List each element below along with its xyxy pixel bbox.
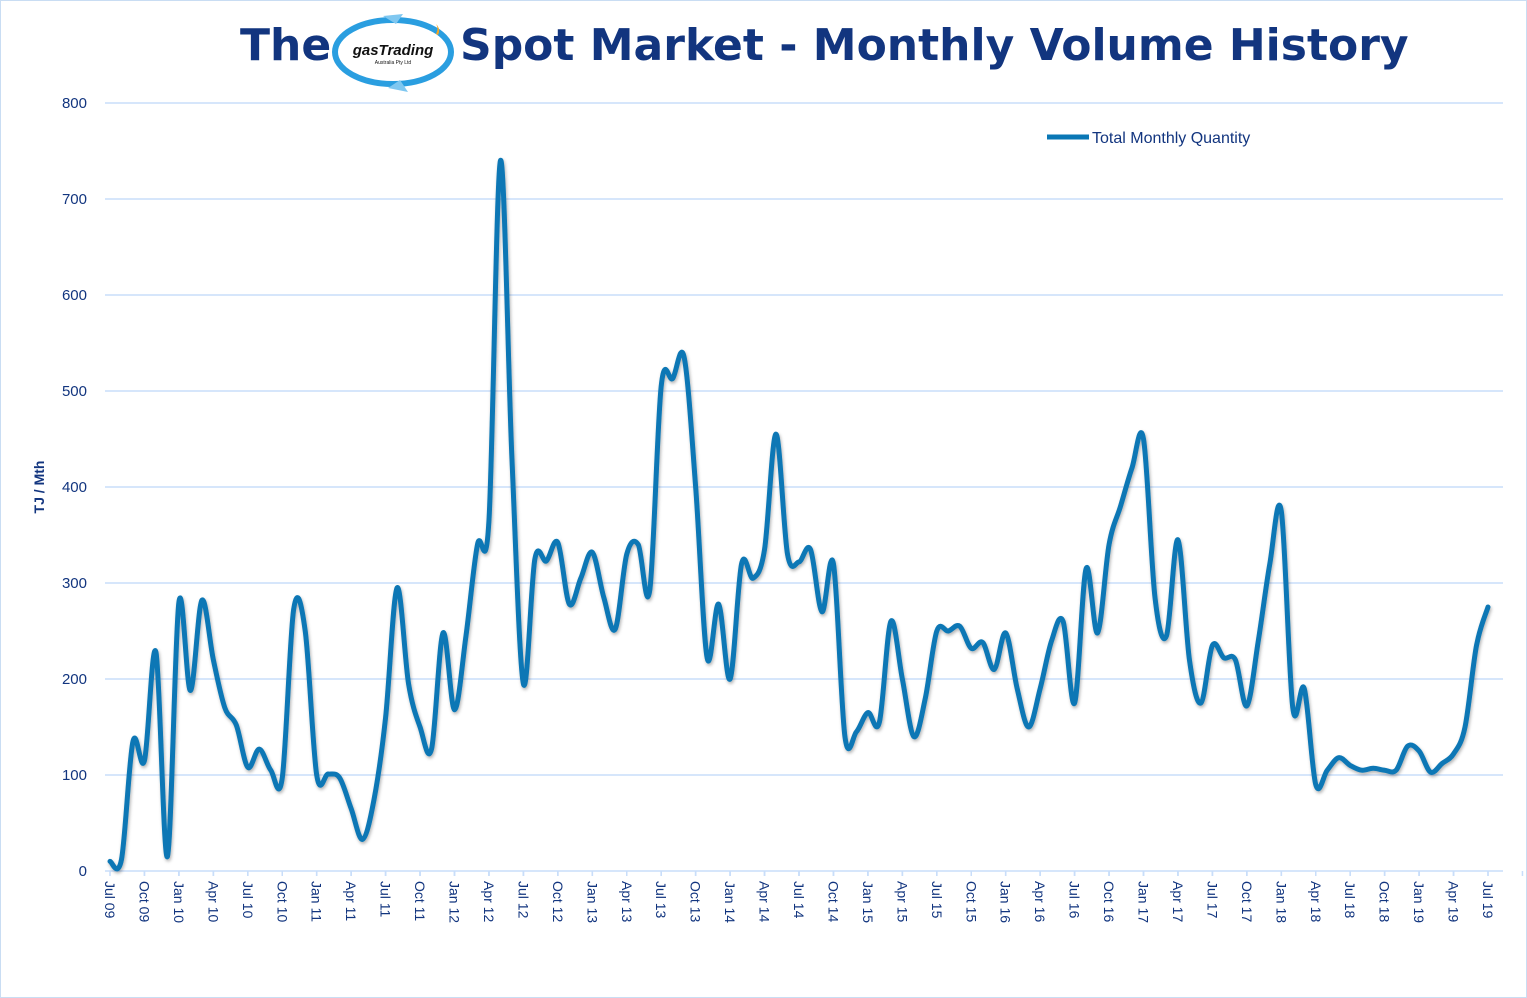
y-tick-label: 300: [62, 575, 87, 592]
x-tick-label: Apr 12: [481, 881, 497, 922]
x-tick-label: Jul 10: [240, 881, 256, 919]
y-tick-label: 0: [79, 863, 87, 880]
x-tick-label: Apr 18: [1308, 881, 1324, 922]
x-tick-label: Oct 17: [1239, 881, 1255, 922]
x-tick-label: Oct 13: [688, 881, 704, 922]
x-tick-label: Oct 10: [274, 881, 290, 922]
x-tick-label: Jul 16: [1067, 881, 1083, 919]
y-tick-label: 500: [62, 383, 87, 400]
series-line-total-monthly-quantity: [107, 158, 1491, 872]
x-tick-label: Apr 16: [1032, 881, 1048, 922]
y-tick-label: 200: [62, 671, 87, 688]
x-tick-label: Jan 15: [860, 881, 876, 923]
y-tick-label: 100: [62, 767, 87, 784]
x-tick-label: Oct 15: [963, 881, 979, 922]
y-tick-label: 700: [62, 191, 87, 208]
x-tick-label: Jan 17: [1136, 881, 1152, 923]
gastrading-logo: gasTrading Australia Pty Ltd: [332, 14, 454, 92]
y-tick-label: 400: [62, 479, 87, 496]
y-axis-label: TJ / Mth: [31, 461, 47, 514]
x-tick-label: Apr 14: [757, 881, 773, 922]
x-tick-label: Oct 12: [550, 881, 566, 922]
x-tick-label: Oct 16: [1101, 881, 1117, 922]
x-tick-label: Jan 10: [171, 881, 187, 923]
x-tick-label: Jan 13: [584, 881, 600, 923]
x-tick-label: Apr 10: [205, 881, 221, 922]
x-tick-label: Jul 11: [378, 881, 394, 918]
x-tick-label: Apr 17: [1170, 881, 1186, 922]
x-tick-label: Jul 13: [653, 881, 669, 919]
x-tick-label: Jan 19: [1411, 881, 1427, 923]
x-tick-label: Oct 18: [1377, 881, 1393, 922]
x-tick-label: Oct 14: [825, 881, 841, 922]
y-tick-label: 800: [62, 95, 87, 112]
x-tick-label: Apr 19: [1446, 881, 1462, 922]
x-tick-label: Jul 18: [1342, 881, 1358, 919]
x-tick-label: Jan 11: [309, 881, 325, 922]
x-tick-label: Jul 15: [929, 881, 945, 919]
logo-wordmark: gasTrading: [352, 42, 434, 59]
title-main: Spot Market - Monthly Volume History: [460, 20, 1409, 71]
x-tick-label: Oct 11: [412, 881, 428, 921]
logo-subtext: Australia Pty Ltd: [375, 60, 412, 66]
x-tick-label: Jul 09: [102, 881, 118, 919]
x-tick-label: Jan 16: [998, 881, 1014, 923]
legend: Total Monthly Quantity: [1047, 130, 1250, 147]
x-tick-label: Jul 14: [791, 881, 807, 919]
x-tick-label: Jan 12: [447, 881, 463, 923]
x-tick-label: Jul 12: [515, 881, 531, 919]
x-tick-label: Jan 18: [1273, 881, 1289, 923]
x-tick-label: Jul 17: [1204, 881, 1220, 919]
x-tick-label: Apr 11: [343, 881, 359, 921]
x-tick-label: Jan 14: [722, 881, 738, 923]
x-tick-label: Apr 13: [619, 881, 635, 922]
y-tick-label: 600: [62, 287, 87, 304]
x-tick-label: Jul 19: [1480, 881, 1496, 919]
x-tick-label: Oct 09: [136, 881, 152, 922]
title-prefix: The: [240, 20, 332, 71]
chart-title: The Spot Market - Monthly Volume History: [0, 18, 1527, 78]
x-tick-label: Apr 15: [894, 881, 910, 922]
legend-label: Total Monthly Quantity: [1092, 130, 1250, 147]
